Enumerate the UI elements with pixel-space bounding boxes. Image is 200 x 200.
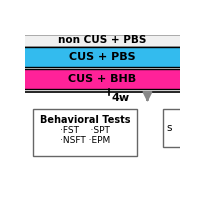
Bar bbox=[25, 69, 180, 89]
Text: ·NSFT ·EPM: ·NSFT ·EPM bbox=[60, 136, 110, 145]
Bar bbox=[163, 109, 186, 147]
Text: Behavioral Tests: Behavioral Tests bbox=[40, 115, 130, 125]
Text: CUS + BHB: CUS + BHB bbox=[68, 74, 137, 84]
Text: CUS + PBS: CUS + PBS bbox=[69, 52, 136, 62]
Bar bbox=[25, 35, 180, 46]
Text: ·FST    ·SPT: ·FST ·SPT bbox=[60, 126, 110, 135]
Text: s: s bbox=[166, 123, 172, 133]
Text: 4w: 4w bbox=[112, 93, 130, 103]
Bar bbox=[33, 109, 137, 156]
Text: non CUS + PBS: non CUS + PBS bbox=[58, 35, 147, 45]
Bar bbox=[25, 47, 180, 67]
